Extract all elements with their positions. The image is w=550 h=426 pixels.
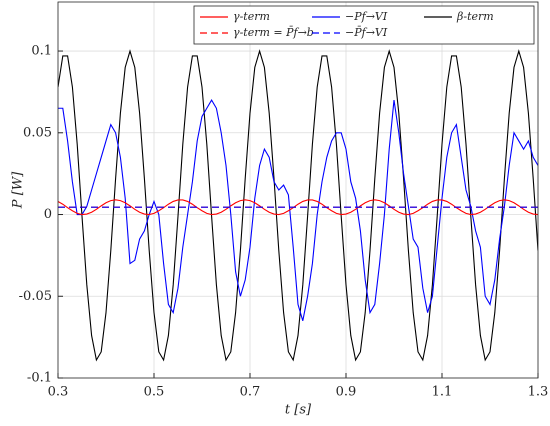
axes-box [57,1,539,379]
x-tick-label: 0.3 [48,385,69,400]
y-tick-label: 0.05 [23,125,52,140]
legend-label: −Pf→VI [345,10,388,23]
data-line [58,49,538,362]
y-tick-label: 0 [44,207,52,222]
y-tick-label: -0.05 [19,289,52,304]
legend-box [193,5,535,45]
x-axis-label: t [s] [285,403,312,418]
data-line [58,99,538,321]
x-tick-label: 1.3 [528,385,549,400]
x-tick-label: 0.5 [144,385,165,400]
y-tick-label: 0.1 [31,44,52,59]
x-tick-label: 0.9 [336,385,357,400]
plot-lines [58,49,538,362]
x-tick-label: 1.1 [432,385,453,400]
legend: γ-term γ-term = P̄f→b −Pf→VI −P̄f→VI β-term [193,5,535,45]
legend-label: γ-term [233,10,270,23]
y-tick-label: -0.1 [27,371,52,386]
legend-label: β-term [456,10,494,23]
legend-label: γ-term = P̄f→b [233,26,314,39]
legend-label: −P̄f→VI [345,26,388,39]
y-axis-label: P [W] [11,171,26,209]
x-tick-label: 0.7 [240,385,261,400]
data-line [58,199,538,216]
